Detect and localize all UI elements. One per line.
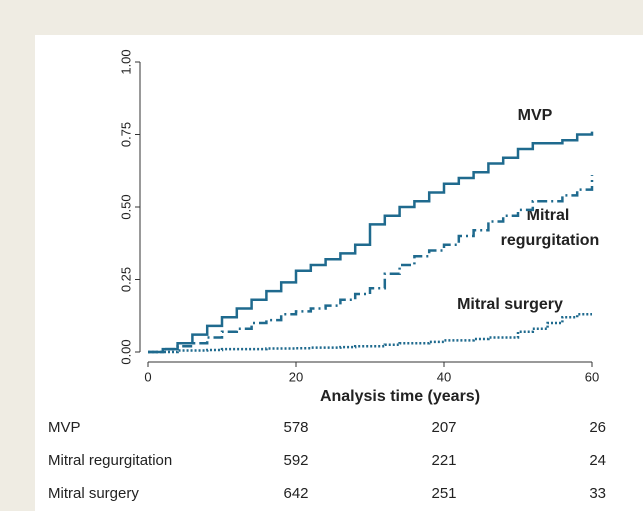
annotation: regurgitation: [501, 232, 600, 249]
risk-value: 592: [283, 452, 308, 469]
y-tick-label: 0.75: [118, 122, 133, 147]
risk-value: 26: [589, 419, 606, 436]
risk-row-label: Mitral regurgitation: [48, 452, 172, 469]
risk-value: 207: [431, 419, 456, 436]
x-tick-label: 40: [437, 369, 451, 384]
panel: [35, 35, 643, 511]
y-tick-label: 0.25: [118, 267, 133, 292]
x-tick-label: 20: [289, 369, 303, 384]
series-line: [148, 175, 594, 354]
x-axis-label: Analysis time (years): [320, 388, 480, 405]
risk-value: 251: [431, 485, 456, 502]
risk-value: 33: [589, 485, 606, 502]
y-tick-label: 0.50: [118, 194, 133, 219]
annotation: MVP: [518, 107, 553, 124]
x-tick-label: 0: [144, 369, 151, 384]
series-line: [148, 131, 594, 354]
risk-value: 642: [283, 485, 308, 502]
risk-row-label: MVP: [48, 419, 81, 436]
y-tick-label: 1.00: [118, 49, 133, 74]
annotation: Mitral surgery: [457, 296, 563, 313]
x-tick-label: 60: [585, 369, 599, 384]
annotation: Mitral: [527, 207, 570, 224]
risk-value: 221: [431, 452, 456, 469]
risk-value: 578: [283, 419, 308, 436]
y-tick-label: 0.00: [118, 339, 133, 364]
risk-row-label: Mitral surgery: [48, 485, 139, 502]
series-line: [148, 313, 592, 354]
risk-value: 24: [589, 452, 606, 469]
